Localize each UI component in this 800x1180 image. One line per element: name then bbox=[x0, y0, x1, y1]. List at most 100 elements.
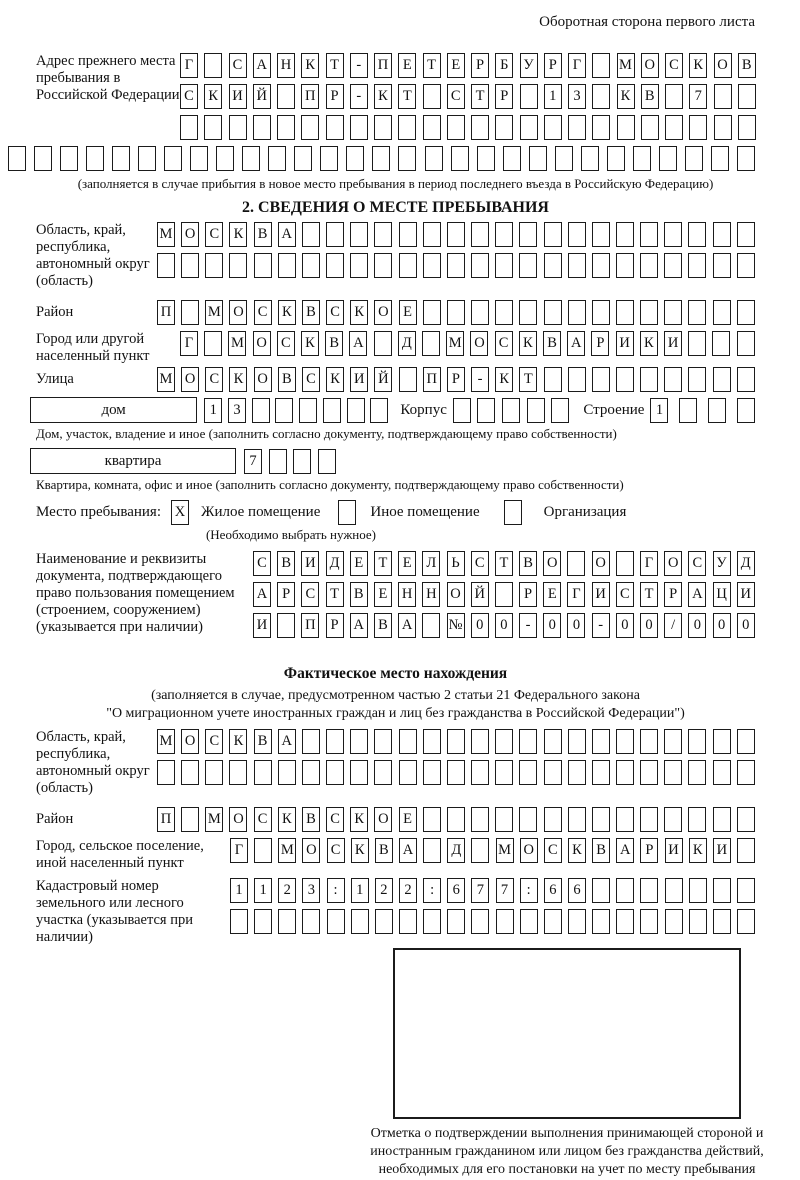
checkbox-other-premises[interactable] bbox=[338, 500, 357, 525]
char-box[interactable] bbox=[658, 146, 677, 171]
char-box[interactable] bbox=[665, 84, 683, 109]
char-box[interactable] bbox=[350, 729, 369, 754]
char-box[interactable]: Л bbox=[422, 551, 441, 576]
char-box[interactable] bbox=[615, 807, 634, 832]
char-box[interactable] bbox=[736, 146, 755, 171]
char-box[interactable] bbox=[326, 909, 345, 934]
char-box[interactable] bbox=[204, 53, 223, 78]
char-box[interactable]: Т bbox=[398, 84, 417, 109]
char-box[interactable] bbox=[640, 300, 659, 325]
char-box[interactable] bbox=[346, 397, 365, 423]
char-box[interactable] bbox=[615, 551, 634, 576]
char-box[interactable] bbox=[494, 582, 513, 607]
char-box[interactable]: Е bbox=[373, 582, 392, 607]
char-box[interactable] bbox=[615, 222, 634, 247]
char-box[interactable]: Д bbox=[447, 838, 466, 863]
char-box[interactable]: 1 bbox=[204, 397, 223, 423]
checkbox-organization[interactable] bbox=[503, 500, 522, 525]
char-box[interactable]: О bbox=[252, 331, 271, 356]
char-box[interactable] bbox=[60, 146, 79, 171]
char-box[interactable]: Р bbox=[591, 331, 610, 356]
char-box[interactable]: Ц bbox=[712, 582, 731, 607]
char-box[interactable]: Б bbox=[495, 53, 514, 78]
char-box[interactable]: Р bbox=[495, 84, 514, 109]
char-box[interactable] bbox=[591, 729, 610, 754]
char-box[interactable]: С bbox=[276, 331, 295, 356]
char-box[interactable]: Г bbox=[180, 331, 198, 356]
char-box[interactable] bbox=[543, 807, 562, 832]
char-box[interactable]: И bbox=[350, 367, 369, 392]
char-box[interactable] bbox=[736, 760, 755, 785]
char-box[interactable] bbox=[495, 115, 514, 140]
char-box[interactable] bbox=[422, 331, 441, 356]
char-box[interactable] bbox=[374, 115, 392, 140]
char-box[interactable] bbox=[181, 807, 200, 832]
char-box[interactable] bbox=[591, 367, 610, 392]
char-box[interactable] bbox=[204, 115, 223, 140]
char-box[interactable] bbox=[424, 146, 443, 171]
char-box[interactable]: Н bbox=[277, 53, 295, 78]
char-box[interactable] bbox=[350, 253, 369, 278]
char-box[interactable] bbox=[277, 760, 296, 785]
char-box[interactable] bbox=[580, 146, 599, 171]
char-box[interactable] bbox=[205, 253, 224, 278]
char-box[interactable]: С bbox=[326, 807, 345, 832]
char-box[interactable] bbox=[229, 253, 248, 278]
char-box[interactable] bbox=[476, 146, 495, 171]
char-box[interactable] bbox=[374, 760, 393, 785]
char-box[interactable] bbox=[422, 253, 441, 278]
char-box[interactable]: 6 bbox=[543, 878, 562, 903]
char-box[interactable] bbox=[471, 807, 490, 832]
char-box[interactable] bbox=[567, 807, 586, 832]
char-box[interactable] bbox=[519, 807, 538, 832]
char-box[interactable]: О bbox=[543, 551, 562, 576]
char-box[interactable] bbox=[615, 760, 634, 785]
char-box[interactable] bbox=[423, 909, 442, 934]
char-box[interactable]: Р bbox=[519, 582, 538, 607]
char-box[interactable]: О bbox=[302, 838, 321, 863]
char-box[interactable] bbox=[422, 807, 441, 832]
char-box[interactable]: В bbox=[374, 838, 393, 863]
char-box[interactable]: Ь bbox=[446, 551, 465, 576]
char-box[interactable]: С bbox=[228, 53, 247, 78]
char-box[interactable]: С bbox=[543, 838, 562, 863]
char-box[interactable]: 0 bbox=[712, 613, 731, 638]
char-box[interactable] bbox=[398, 909, 417, 934]
char-box[interactable]: М bbox=[278, 838, 297, 863]
char-box[interactable]: В bbox=[737, 53, 756, 78]
char-box[interactable]: Р bbox=[664, 582, 683, 607]
char-box[interactable] bbox=[34, 146, 53, 171]
char-box[interactable]: М bbox=[228, 331, 247, 356]
char-box[interactable] bbox=[164, 146, 183, 171]
char-box[interactable] bbox=[301, 729, 320, 754]
char-box[interactable] bbox=[616, 115, 635, 140]
char-box[interactable]: : bbox=[519, 878, 538, 903]
char-box[interactable] bbox=[230, 909, 248, 934]
char-box[interactable]: А bbox=[688, 582, 707, 607]
char-box[interactable] bbox=[664, 300, 683, 325]
char-box[interactable] bbox=[736, 367, 755, 392]
char-box[interactable] bbox=[708, 397, 727, 423]
char-box[interactable]: Р bbox=[471, 53, 489, 78]
char-box[interactable]: К bbox=[374, 84, 392, 109]
char-box[interactable]: 7 bbox=[495, 878, 514, 903]
char-box[interactable]: 3 bbox=[227, 397, 246, 423]
char-box[interactable] bbox=[398, 115, 417, 140]
char-box[interactable]: С bbox=[615, 582, 634, 607]
char-box[interactable] bbox=[216, 146, 235, 171]
char-box[interactable] bbox=[301, 760, 320, 785]
char-box[interactable]: Й bbox=[252, 84, 271, 109]
char-box[interactable] bbox=[591, 253, 610, 278]
char-box[interactable] bbox=[252, 115, 271, 140]
char-box[interactable]: Т bbox=[519, 367, 538, 392]
apartment-box[interactable]: квартира bbox=[30, 448, 236, 474]
char-box[interactable]: 1 bbox=[543, 84, 562, 109]
char-box[interactable]: 1 bbox=[650, 397, 669, 423]
char-box[interactable]: И bbox=[736, 582, 755, 607]
char-box[interactable]: У bbox=[519, 53, 538, 78]
char-box[interactable] bbox=[640, 253, 659, 278]
char-box[interactable] bbox=[495, 909, 514, 934]
char-box[interactable] bbox=[254, 909, 273, 934]
char-box[interactable] bbox=[684, 146, 703, 171]
char-box[interactable] bbox=[278, 909, 297, 934]
